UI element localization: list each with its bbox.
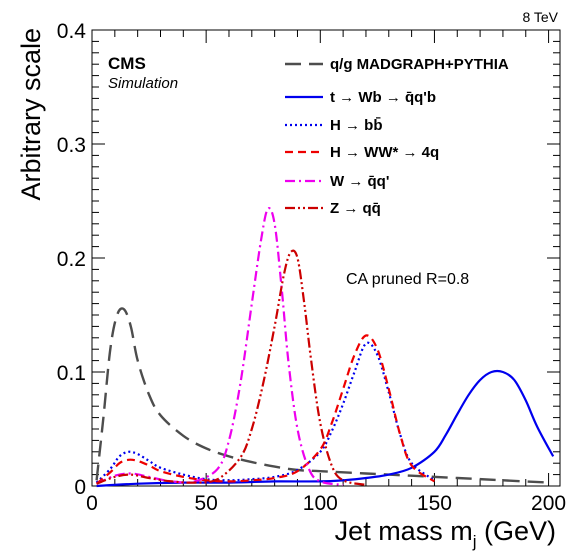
legend-label-1: t → Wb → q̄q'b [330,89,436,106]
y-tick-label: 0.4 [57,20,87,43]
axis-ticks: 0 50 100 150 200 0 0.1 0.2 0.3 0.4 [57,20,566,515]
legend-label-3: H → WW* → 4q [330,144,439,161]
x-tick-label: 50 [194,492,217,515]
x-axis-title: Jet mass mj (GeV) [335,516,556,551]
experiment-label: CMS [108,54,146,73]
x-tick-label: 150 [417,492,452,515]
y-tick-label: 0.1 [57,362,86,385]
series-curves [95,207,555,488]
legend-label-5: Z → qq̄ [330,200,381,217]
series-line-0 [95,307,549,484]
x-tick-label: 200 [531,492,566,515]
simulation-label: Simulation [108,75,178,92]
series-line-1 [96,369,555,488]
series-line-2 [95,341,436,484]
annotation-label: CA pruned R=0.8 [346,271,469,288]
series-line-5 [96,249,367,486]
y-tick-label: 0.3 [57,134,86,157]
x-tick-label: 100 [303,492,338,515]
y-axis-title: Arbitrary scale [16,28,46,201]
y-tick-label: 0 [74,476,86,499]
legend-label-2: H → bb̄ [330,116,383,134]
x-tick-label: 0 [86,492,98,515]
series-line-3 [95,334,436,485]
x-axis-title-sub: j [472,532,477,551]
legend: q/g MADGRAPH+PYTHIA t → Wb → q̄q'b H → bb̄… [285,56,509,217]
energy-label: 8 TeV [522,9,558,25]
legend-label-4: W → q̄q' [330,173,389,190]
x-axis-title-unit: (GeV) [476,516,556,546]
legend-label-0: q/g MADGRAPH+PYTHIA [330,56,509,73]
x-axis-title-main: Jet mass m [335,516,473,546]
y-tick-label: 0.2 [57,248,86,271]
